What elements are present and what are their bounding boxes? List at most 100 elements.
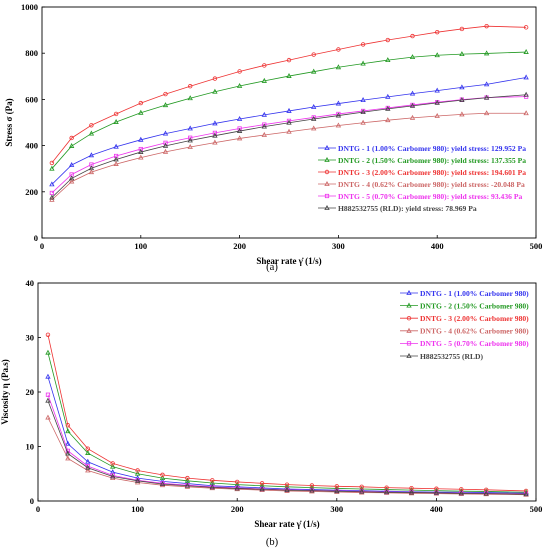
data-point — [65, 450, 71, 456]
x-tick-label: 100 — [134, 241, 147, 251]
y-tick-label: 800 — [25, 48, 38, 58]
data-point — [360, 42, 366, 47]
series-line — [51, 77, 527, 185]
data-point — [286, 57, 292, 63]
chart-b-viscosity: 0 100 200 300 400 500 0 10 20 30 40 Shear rate γ̇ (… — [0, 278, 542, 529]
data-point — [261, 123, 267, 129]
data-point — [187, 143, 193, 149]
data-point — [162, 148, 169, 154]
data-point — [45, 414, 51, 420]
data-point — [138, 146, 143, 152]
data-point — [459, 97, 465, 102]
legend-entry: DNTG - 4 (0.62% Carbomer 980): yield str… — [338, 180, 525, 189]
data-point — [163, 91, 168, 97]
data-point — [236, 82, 243, 88]
data-point — [210, 478, 215, 483]
data-point — [409, 114, 416, 120]
legend-entry: DNTG - 1 (1.00% Carbomer 980) — [420, 289, 529, 298]
data-point — [88, 130, 95, 136]
series-line — [47, 376, 527, 494]
data-point — [434, 99, 440, 105]
data-point — [523, 491, 529, 497]
data-point — [523, 25, 529, 30]
data-point — [523, 74, 529, 80]
legend-entry: DNTG - 3 (2.00% Carbomer 980): yield str… — [338, 168, 526, 177]
data-point — [234, 479, 240, 485]
data-point — [160, 472, 165, 478]
x-tick-label: 0 — [36, 504, 40, 514]
data-point — [459, 84, 465, 90]
data-point — [311, 52, 316, 57]
series-5 — [45, 392, 529, 497]
data-point — [113, 118, 119, 124]
series-6 — [45, 397, 529, 497]
data-point — [311, 68, 317, 74]
y-tick-label: 20 — [26, 387, 35, 397]
data-point — [236, 135, 243, 141]
data-point — [187, 84, 193, 89]
data-point — [187, 95, 193, 101]
data-point — [360, 97, 366, 102]
x-tick-label: 0 — [40, 241, 44, 251]
data-point — [434, 112, 440, 118]
data-point — [360, 119, 366, 125]
y-tick-label: 30 — [26, 333, 35, 343]
data-point — [212, 132, 218, 138]
data-point — [459, 26, 465, 32]
data-point — [309, 487, 315, 493]
series-3 — [49, 23, 529, 166]
data-point — [162, 102, 169, 108]
data-point — [360, 60, 366, 66]
data-point — [286, 128, 292, 134]
x-tick-label: 500 — [530, 241, 543, 251]
data-point — [45, 397, 51, 403]
series-line — [47, 400, 527, 495]
data-point — [49, 160, 55, 166]
data-point — [85, 449, 91, 455]
data-point — [212, 130, 217, 135]
data-point — [159, 475, 166, 481]
data-point — [212, 139, 218, 145]
data-point — [45, 349, 51, 355]
data-point — [459, 51, 465, 57]
data-point — [259, 481, 265, 486]
series-2 — [49, 49, 529, 171]
legend-marker — [406, 341, 412, 346]
legend-entry: DNTG - 1 (1.00% Carbomer 980): yield str… — [338, 144, 526, 153]
data-point — [113, 143, 119, 149]
x-tick-label: 200 — [233, 241, 246, 251]
legend-entry: DNTG - 3 (2.00% Carbomer 980) — [420, 314, 529, 323]
x-axis-label: Shear rate γ̇ (1/s) — [254, 519, 319, 529]
data-point — [212, 76, 218, 81]
data-point — [234, 485, 240, 491]
x-tick-label: 300 — [330, 504, 343, 514]
data-point — [261, 131, 267, 137]
x-tick-label: 400 — [431, 241, 444, 251]
series-line — [51, 112, 527, 201]
data-point — [409, 54, 416, 60]
data-point — [159, 481, 166, 487]
data-point — [237, 69, 242, 74]
series-line — [47, 352, 527, 493]
series-line — [51, 51, 527, 169]
data-point — [184, 483, 191, 489]
y-tick-label: 40 — [26, 278, 35, 288]
data-point — [484, 23, 489, 29]
data-point — [409, 102, 416, 108]
data-point — [113, 161, 119, 166]
data-point — [523, 110, 529, 116]
data-point — [88, 169, 95, 175]
data-point — [88, 165, 95, 171]
data-point — [335, 122, 342, 128]
data-point — [284, 487, 290, 492]
data-point — [262, 63, 267, 68]
series-6 — [49, 91, 529, 200]
legend-marker — [406, 327, 412, 333]
data-point — [68, 175, 75, 181]
x-tick-label: 300 — [332, 241, 345, 251]
data-point — [68, 178, 75, 184]
data-point — [311, 125, 317, 131]
data-point — [433, 489, 440, 495]
series-line — [51, 96, 527, 194]
